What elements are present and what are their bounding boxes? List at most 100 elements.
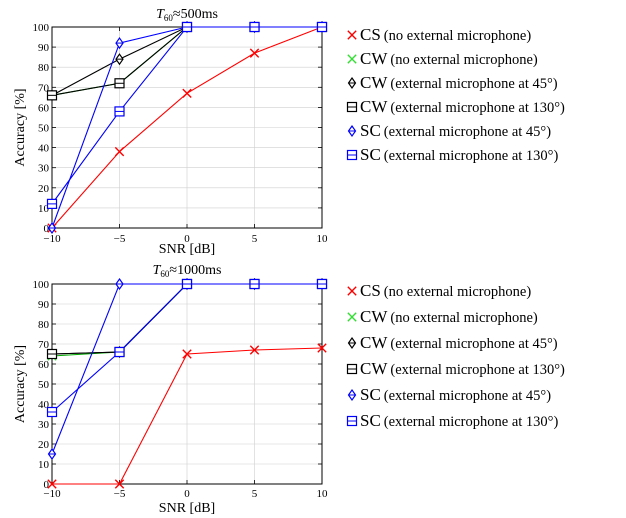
x-tick-label-0: −10 [43, 233, 61, 245]
legend: CS (no external microphone) CW (no external… [346, 25, 565, 164]
y-tick-label-2: 20 [38, 439, 50, 451]
legend-series-name: CW [360, 359, 388, 378]
y-tick-label-10: 100 [33, 279, 50, 291]
x-tick-label-3: 5 [252, 488, 258, 500]
x-tick-label-4: 10 [317, 233, 329, 245]
y-tick-label-3: 30 [38, 163, 50, 175]
y-tick-label-4: 40 [38, 399, 50, 411]
point-cw130-0 [46, 348, 58, 360]
point-sc130-4 [316, 278, 328, 290]
legend-series-detail: (external microphone at 130°) [390, 362, 565, 378]
legend-label-cw45: CW (external microphone at 45°) [360, 73, 558, 92]
title-value: 500ms [181, 7, 218, 22]
x-tick-label-0: −10 [43, 488, 61, 500]
legend-marker-cw-b [347, 312, 357, 322]
point-cs-1-b [114, 146, 125, 157]
series-sc130 [46, 21, 328, 209]
title-approx: ≈ [169, 263, 177, 278]
legend-marker-cs-b [347, 30, 357, 40]
point-cs-3-b [249, 345, 260, 355]
legend-label-sc45: SC (external microphone at 45°) [360, 385, 551, 404]
legend-entry-sc45: SC (external microphone at 45°) [347, 385, 551, 404]
legend: CS (no external microphone)CW (no external… [346, 281, 565, 430]
y-tick-label-2: 20 [38, 183, 50, 195]
point-cs-2 [182, 88, 192, 99]
legend-entry-sc130: SC (external microphone at 130°) [346, 145, 559, 164]
legend-series-detail: (external microphone at 130°) [384, 414, 559, 430]
x-tick-label-2: 0 [184, 233, 190, 245]
legend-marker-cw [347, 312, 357, 322]
gridlines [52, 27, 322, 228]
legend-entry-cw130: CW (external microphone at 130°) [346, 97, 565, 116]
x-tick-label-1: −5 [114, 488, 126, 500]
legend-series-detail: (external microphone at 45°) [384, 388, 551, 404]
point-sc45-1 [115, 277, 124, 291]
legend-marker-sc45 [347, 388, 357, 402]
legend-entry-sc45: SC (external microphone at 45°) [347, 121, 551, 140]
legend-label-cs: CS (no external microphone) [360, 281, 531, 300]
legend-series-name: SC [360, 145, 381, 164]
point-cs-2-b [182, 88, 192, 99]
legend-entry-cw45: CW (external microphone at 45°) [347, 73, 558, 92]
legend-entry-cw130: CW (external microphone at 130°) [346, 359, 565, 378]
point-cs-0-b [47, 479, 57, 489]
series-cs [47, 343, 327, 489]
y-tick-label-0: 0 [44, 223, 50, 235]
y-tick-label-8: 80 [38, 62, 50, 74]
point-sc45-1 [115, 37, 124, 50]
y-tick-label-10: 100 [33, 22, 50, 34]
legend-series-detail: (external microphone at 45°) [390, 76, 557, 92]
y-tick-label-5: 50 [38, 123, 50, 135]
legend-series-detail: (no external microphone) [384, 284, 532, 300]
y-tick-label-6: 60 [38, 359, 50, 371]
point-sc130-1 [114, 346, 125, 358]
y-tick-label-5: 50 [38, 379, 50, 391]
x-tick-label-3: 5 [252, 233, 258, 245]
x-axis-label: SNR [dB] [159, 242, 215, 257]
legend-marker-cw45 [347, 76, 357, 90]
point-cs-1 [114, 479, 125, 489]
point-cs-1 [114, 146, 125, 157]
point-sc130-0 [46, 406, 58, 418]
legend-series-name: CS [360, 25, 381, 44]
legend-series-name: CW [360, 333, 388, 352]
legend-marker-cw-b [347, 54, 357, 64]
legend-series-name: CW [360, 97, 388, 116]
point-cw130-0 [46, 90, 58, 101]
legend-series-detail: (no external microphone) [390, 310, 538, 326]
legend-series-detail: (external microphone at 130°) [384, 148, 559, 164]
legend-marker-cs [347, 30, 357, 40]
legend-series-name: CS [360, 281, 381, 300]
legend-label-cw: CW (no external microphone) [360, 49, 538, 68]
point-cw130-1 [114, 78, 125, 89]
legend-label-cs: CS (no external microphone) [360, 25, 531, 44]
y-tick-label-6: 60 [38, 102, 50, 114]
point-sc130-2 [181, 21, 193, 33]
point-cs-4 [317, 343, 327, 353]
legend-marker-cw [347, 54, 357, 64]
title-approx: ≈ [173, 7, 181, 22]
legend-label-cw: CW (no external microphone) [360, 307, 538, 326]
legend-marker-cs [347, 286, 357, 296]
point-sc45-0 [47, 447, 57, 461]
title-subscript: 60 [164, 13, 174, 23]
series-sc130 [46, 278, 328, 418]
legend-series-detail: (external microphone at 45°) [390, 336, 557, 352]
legend-entry-cs: CS (no external microphone) [347, 25, 531, 44]
legend-marker-cw130 [346, 101, 358, 113]
x-tick-label-4: 10 [317, 488, 329, 500]
x-tick-label-2: 0 [184, 488, 190, 500]
y-tick-label-1: 10 [38, 203, 50, 215]
y-axis-label: Accuracy [%] [13, 345, 28, 423]
legend-marker-sc130 [346, 149, 358, 161]
point-cs-4-b [317, 343, 327, 353]
y-tick-label-4: 40 [38, 143, 50, 155]
y-tick-label-1: 10 [38, 459, 50, 471]
point-cs-3 [249, 345, 260, 355]
point-sc45-0 [47, 221, 57, 235]
y-tick-label-9: 90 [38, 42, 50, 54]
point-cs-3 [249, 48, 260, 58]
legend-marker-cs-b [347, 286, 357, 296]
